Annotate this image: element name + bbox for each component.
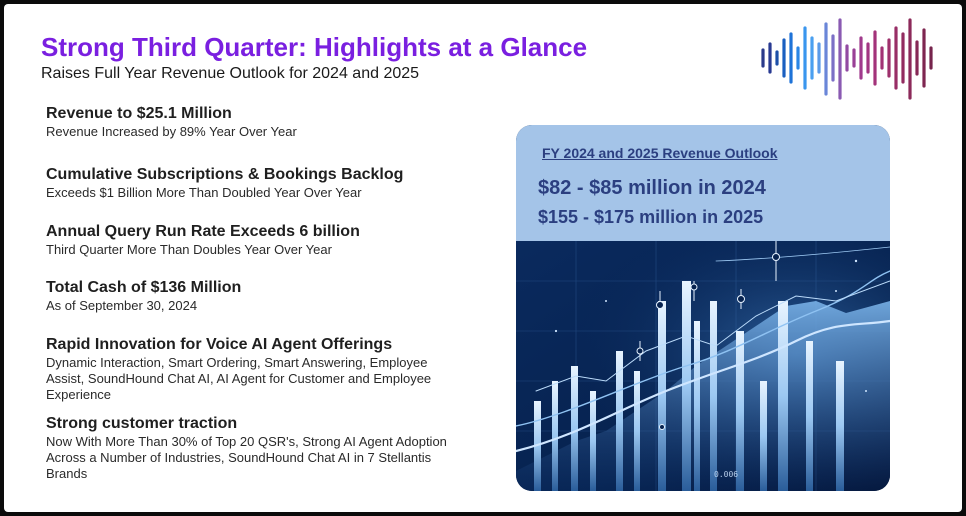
highlight-title: Cumulative Subscriptions & Bookings Back… [46,166,404,183]
highlight-title: Total Cash of $136 Million [46,279,242,296]
revenue-outlook-2025: $155 - $175 million in 2025 [538,207,764,227]
chart-dots [554,259,867,392]
highlight-body: Third Quarter More Than Doubles Year Ove… [46,242,332,257]
chart-lines [516,246,890,453]
highlight-body: Now With More Than 30% of Top 20 QSR's, … [46,434,447,481]
highlight-body: Exceeds $1 Billion More Than Doubled Yea… [46,185,362,200]
highlight-body: As of September 30, 2024 [46,298,198,313]
highlight-body: Revenue Increased by 89% Year Over Year [46,124,297,139]
page-subtitle: Raises Full Year Revenue Outlook for 202… [41,65,420,82]
revenue-outlook-2024: $82 - $85 million in 2024 [538,177,766,199]
chart-bars [534,281,844,491]
revenue-outlook-title: FY 2024 and 2025 Revenue Outlook [542,145,778,161]
highlight-total-cash: Total Cash of $136 Million As of Septemb… [46,278,241,314]
revenue-outlook-card: FY 2024 and 2025 Revenue Outlook $82 - $… [516,125,890,491]
slide: Strong Third Quarter: Highlights at a Gl… [4,4,962,512]
page-title: Strong Third Quarter: Highlights at a Gl… [41,32,588,62]
highlight-title: Rapid Innovation for Voice AI Agent Offe… [46,336,393,353]
highlight-title: Annual Query Run Rate Exceeds 6 billion [46,223,360,240]
highlight-body: Dynamic Interaction, Smart Ordering, Sma… [46,355,432,402]
chart-area [516,301,890,491]
highlight-innovation: Rapid Innovation for Voice AI Agent Offe… [46,335,451,403]
highlight-query-run-rate: Annual Query Run Rate Exceeds 6 billion … [46,222,360,258]
financial-chart-image: 0.006 [516,241,890,491]
chart-art-label: 0.006 [714,470,738,479]
highlight-backlog: Cumulative Subscriptions & Bookings Back… [46,165,403,201]
highlight-title: Revenue to $25.1 Million [46,105,232,122]
revenue-outlook-header: FY 2024 and 2025 Revenue Outlook $82 - $… [516,125,890,241]
highlight-title: Strong customer traction [46,415,238,432]
soundwave-logo-icon [761,18,933,100]
highlight-revenue: Revenue to $25.1 Million Revenue Increas… [46,104,297,140]
chart-markers [636,241,780,430]
highlight-customer-traction: Strong customer traction Now With More T… [46,414,456,482]
